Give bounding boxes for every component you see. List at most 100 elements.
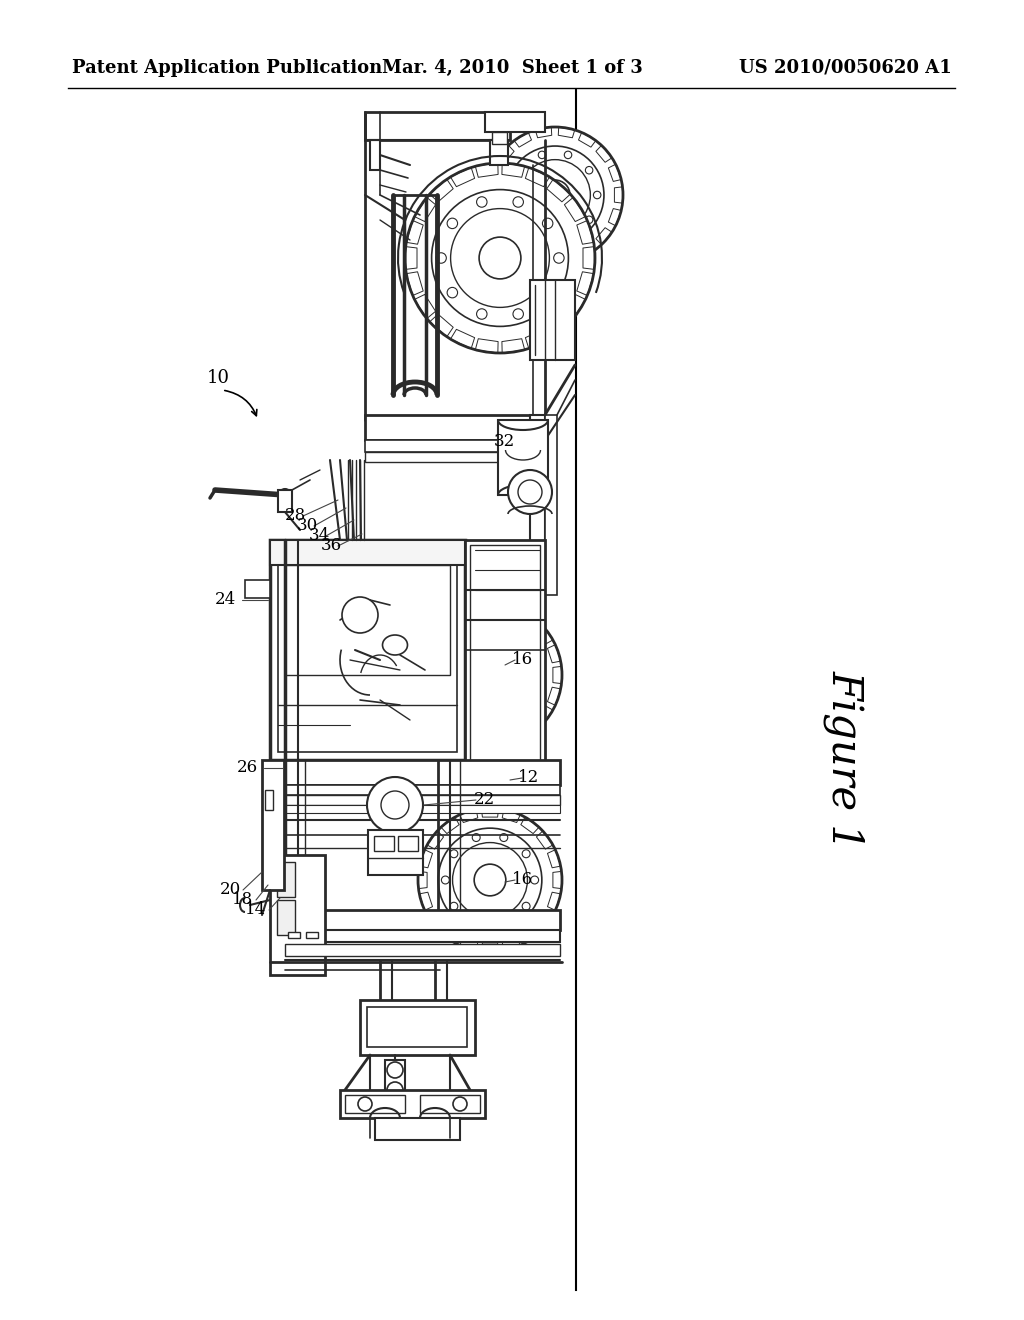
Circle shape	[530, 671, 539, 678]
Circle shape	[367, 777, 423, 833]
Text: 12: 12	[518, 770, 540, 787]
Bar	[270, 855, 325, 975]
Bar	[340, 1090, 485, 1118]
Bar	[530, 414, 545, 595]
Circle shape	[279, 488, 291, 502]
Text: Patent Application Publication: Patent Application Publication	[72, 59, 382, 77]
Circle shape	[387, 1063, 403, 1078]
Text: 26: 26	[237, 759, 258, 776]
Circle shape	[540, 180, 570, 210]
Text: 10: 10	[207, 370, 229, 387]
Circle shape	[506, 147, 604, 244]
Circle shape	[418, 603, 562, 747]
Circle shape	[554, 252, 564, 263]
Text: 16: 16	[511, 652, 532, 668]
Text: 36: 36	[321, 537, 342, 554]
Bar	[370, 140, 380, 170]
Circle shape	[517, 216, 524, 223]
Circle shape	[406, 162, 595, 352]
Bar	[285, 944, 560, 956]
Bar	[385, 1060, 406, 1110]
Circle shape	[342, 597, 378, 634]
Text: 30: 30	[296, 517, 317, 535]
Circle shape	[522, 850, 530, 858]
Circle shape	[472, 714, 480, 722]
Circle shape	[431, 190, 568, 326]
Circle shape	[543, 288, 553, 298]
Bar	[270, 540, 465, 565]
Bar	[285, 795, 560, 805]
Circle shape	[543, 218, 553, 228]
Circle shape	[508, 470, 552, 513]
Text: 16: 16	[511, 871, 532, 888]
Bar	[374, 836, 394, 851]
Text: 18: 18	[232, 891, 254, 908]
Circle shape	[451, 209, 550, 308]
Bar	[278, 862, 295, 898]
Text: US 2010/0050620 A1: US 2010/0050620 A1	[739, 59, 952, 77]
Circle shape	[279, 499, 291, 511]
Bar	[270, 540, 465, 760]
Circle shape	[509, 191, 516, 199]
Bar	[278, 900, 295, 935]
Circle shape	[500, 919, 508, 927]
Circle shape	[594, 191, 601, 199]
Bar	[306, 932, 318, 939]
Bar	[398, 836, 418, 851]
Bar	[465, 540, 545, 780]
Circle shape	[450, 697, 458, 705]
Bar	[285, 554, 450, 675]
Bar	[490, 140, 508, 165]
Bar	[285, 909, 560, 931]
Text: 20: 20	[219, 882, 241, 899]
Circle shape	[450, 850, 458, 858]
Text: 24: 24	[214, 591, 236, 609]
Bar	[545, 414, 557, 595]
Bar	[285, 931, 560, 942]
Bar	[288, 932, 300, 939]
Bar	[470, 545, 540, 775]
Bar	[245, 579, 270, 598]
Circle shape	[522, 644, 530, 652]
Circle shape	[517, 166, 524, 174]
Circle shape	[539, 231, 546, 239]
Circle shape	[438, 828, 542, 932]
Bar	[365, 414, 545, 440]
Bar	[285, 805, 560, 813]
Circle shape	[522, 697, 530, 705]
Bar	[485, 112, 545, 132]
Circle shape	[441, 671, 450, 678]
Circle shape	[472, 834, 480, 842]
Circle shape	[453, 1097, 467, 1111]
Text: 32: 32	[494, 433, 515, 450]
Circle shape	[530, 876, 539, 884]
Bar	[278, 490, 292, 512]
Bar	[530, 280, 575, 360]
Circle shape	[500, 628, 508, 636]
Circle shape	[500, 834, 508, 842]
Circle shape	[358, 1097, 372, 1111]
Circle shape	[519, 160, 591, 231]
Bar	[285, 760, 560, 785]
Circle shape	[450, 644, 458, 652]
Circle shape	[447, 288, 458, 298]
Circle shape	[472, 628, 480, 636]
Circle shape	[539, 152, 546, 158]
Bar	[278, 548, 457, 752]
Circle shape	[522, 903, 530, 911]
Circle shape	[441, 876, 450, 884]
Bar	[365, 112, 510, 140]
Circle shape	[381, 791, 409, 818]
Text: Mar. 4, 2010  Sheet 1 of 3: Mar. 4, 2010 Sheet 1 of 3	[382, 59, 642, 77]
Circle shape	[479, 238, 521, 279]
Circle shape	[487, 127, 623, 263]
Text: 28: 28	[285, 507, 305, 524]
Circle shape	[453, 842, 527, 917]
Circle shape	[447, 218, 458, 228]
Circle shape	[564, 231, 571, 239]
Bar	[368, 830, 423, 875]
Circle shape	[474, 865, 506, 896]
Circle shape	[500, 714, 508, 722]
Text: 14: 14	[246, 902, 266, 919]
Circle shape	[518, 480, 542, 504]
